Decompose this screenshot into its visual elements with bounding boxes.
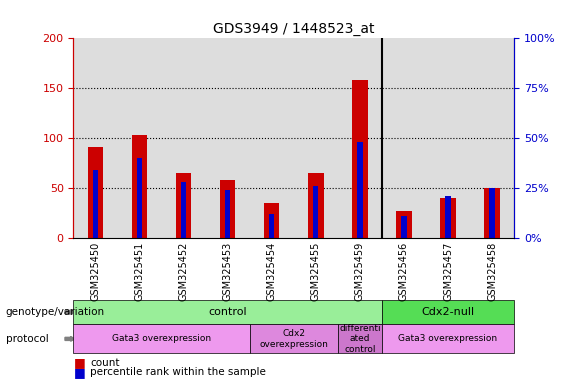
- Bar: [264, 203, 280, 238]
- Text: Cdx2
overexpression: Cdx2 overexpression: [259, 329, 328, 349]
- Bar: [118, 38, 162, 238]
- Text: GSM325456: GSM325456: [399, 242, 409, 301]
- Bar: [426, 38, 470, 238]
- Bar: [445, 196, 451, 238]
- Bar: [73, 38, 118, 238]
- Bar: [470, 38, 514, 238]
- Text: GSM325459: GSM325459: [355, 242, 365, 301]
- Text: GSM325458: GSM325458: [487, 242, 497, 301]
- Text: Cdx2-null: Cdx2-null: [421, 307, 475, 317]
- Text: GSM325452: GSM325452: [179, 242, 189, 301]
- Text: count: count: [90, 358, 120, 368]
- Bar: [88, 147, 103, 238]
- Bar: [132, 135, 147, 238]
- Text: GSM325451: GSM325451: [134, 242, 145, 301]
- Bar: [484, 188, 500, 238]
- Bar: [225, 190, 231, 238]
- Bar: [489, 188, 495, 238]
- Bar: [176, 173, 192, 238]
- Bar: [93, 170, 98, 238]
- Text: GSM325457: GSM325457: [443, 242, 453, 301]
- Bar: [162, 38, 206, 238]
- Text: Gata3 overexpression: Gata3 overexpression: [112, 334, 211, 343]
- Text: differenti
ated
control: differenti ated control: [339, 324, 381, 354]
- Text: GSM325453: GSM325453: [223, 242, 233, 301]
- Text: Gata3 overexpression: Gata3 overexpression: [398, 334, 498, 343]
- Text: GSM325455: GSM325455: [311, 242, 321, 301]
- Bar: [396, 211, 412, 238]
- Bar: [294, 38, 338, 238]
- Bar: [206, 38, 250, 238]
- Bar: [352, 80, 368, 238]
- Bar: [269, 214, 275, 238]
- Bar: [181, 182, 186, 238]
- Bar: [440, 198, 456, 238]
- Text: genotype/variation: genotype/variation: [6, 307, 105, 317]
- Text: control: control: [208, 307, 247, 317]
- Text: ■: ■: [73, 356, 85, 369]
- Text: GSM325454: GSM325454: [267, 242, 277, 301]
- Bar: [338, 38, 382, 238]
- Bar: [220, 180, 236, 238]
- Text: GSM325450: GSM325450: [90, 242, 101, 301]
- Bar: [308, 173, 324, 238]
- Bar: [357, 142, 363, 238]
- Bar: [401, 216, 407, 238]
- Bar: [382, 38, 426, 238]
- Bar: [313, 186, 319, 238]
- Text: ■: ■: [73, 366, 85, 379]
- Bar: [137, 158, 142, 238]
- Bar: [250, 38, 294, 238]
- Title: GDS3949 / 1448523_at: GDS3949 / 1448523_at: [213, 22, 375, 36]
- Text: protocol: protocol: [6, 334, 49, 344]
- Text: percentile rank within the sample: percentile rank within the sample: [90, 367, 266, 377]
